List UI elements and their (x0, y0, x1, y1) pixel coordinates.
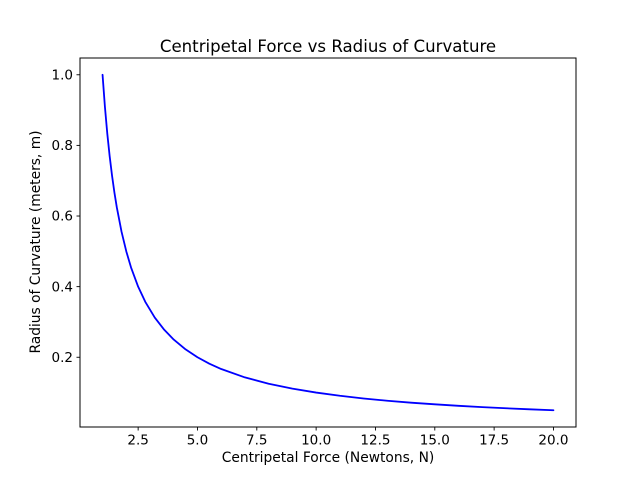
x-tick-label: 5.0 (187, 433, 208, 449)
y-tick-label: 0.2 (52, 350, 73, 366)
x-axis-label: Centripetal Force (Newtons, N) (221, 450, 435, 466)
y-tick-label: 0.4 (52, 279, 73, 295)
x-tick-label: 2.5 (127, 433, 148, 449)
y-tick-label: 0.6 (52, 209, 73, 225)
x-tick-label: 12.5 (360, 433, 390, 449)
x-tick-label: 20.0 (538, 433, 568, 449)
x-tick-label: 10.0 (301, 433, 331, 449)
y-tick-label: 1.0 (52, 67, 73, 83)
axes-frame (79, 57, 577, 428)
x-tick-label: 15.0 (420, 433, 450, 449)
x-tick-label: 7.5 (246, 433, 267, 449)
y-tick-label: 0.8 (52, 138, 73, 154)
data-curve (101, 73, 555, 412)
chart-title: Centripetal Force vs Radius of Curvature (159, 37, 497, 56)
x-tick-label: 17.5 (479, 433, 509, 449)
